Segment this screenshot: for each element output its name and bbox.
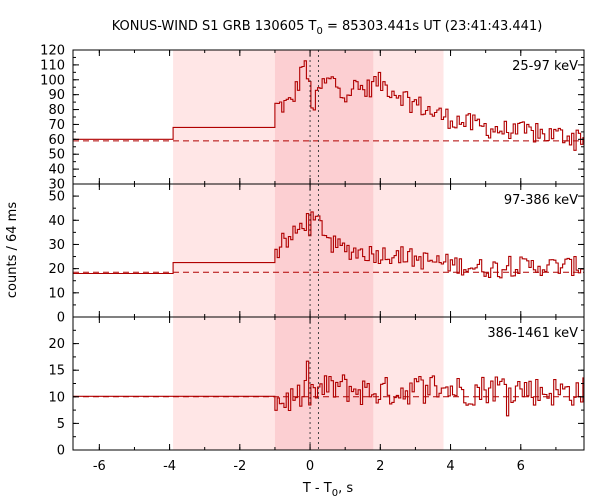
y-tick-label: 15 — [48, 364, 65, 379]
y-tick-label: 0 — [57, 311, 65, 326]
y-tick-label: 60 — [48, 133, 65, 148]
energy-band-label: 25-97 keV — [512, 59, 578, 74]
shaded-interval-core — [274, 184, 374, 317]
y-tick-label: 80 — [48, 103, 65, 118]
y-tick-label: 5 — [57, 417, 65, 432]
x-tick-label: -2 — [233, 459, 246, 474]
y-tick-label: 30 — [48, 178, 65, 193]
y-tick-label: 110 — [40, 58, 65, 73]
light-curve-series — [73, 60, 584, 151]
y-tick-label: 0 — [57, 444, 65, 459]
y-tick-label: 50 — [48, 148, 65, 163]
energy-band-label: 386-1461 keV — [487, 326, 578, 341]
y-tick-label: 120 — [40, 44, 65, 59]
y-tick-label: 20 — [48, 337, 65, 352]
y-tick-label: 70 — [48, 118, 65, 133]
y-tick-label: 50 — [48, 190, 65, 205]
x-tick-label: 2 — [376, 459, 384, 474]
y-tick-label: 10 — [48, 390, 65, 405]
y-tick-label: 90 — [48, 88, 65, 103]
panel-3: 0 5 10 15 20 386-1461 keV — [48, 316, 585, 459]
y-tick-label: 30 — [48, 238, 65, 253]
x-tick-label: -4 — [163, 459, 176, 474]
shaded-interval-core — [274, 50, 374, 184]
light-curve-series — [73, 211, 584, 279]
x-axis-label: T - T0, s — [302, 481, 353, 499]
y-tick-label: 10 — [48, 286, 65, 301]
x-tick-label: 0 — [306, 459, 314, 474]
energy-band-label: 97-386 keV — [504, 193, 578, 208]
y-tick-label: 40 — [48, 163, 65, 178]
y-tick-label: 40 — [48, 214, 65, 229]
panel-2: 0 10 20 30 40 50 97-386 keV — [48, 183, 585, 326]
x-tick-label: -6 — [93, 459, 106, 474]
x-tick-label: 4 — [446, 459, 454, 474]
light-curve-series — [73, 360, 584, 417]
y-tick-label: 20 — [48, 262, 65, 277]
chart-title: KONUS-WIND S1 GRB 130605 T0 = 85303.441s… — [112, 19, 543, 37]
x-tick-label: 6 — [517, 459, 525, 474]
y-tick-label: 100 — [40, 73, 65, 88]
y-axis-label: counts / 64 ms — [5, 202, 20, 298]
